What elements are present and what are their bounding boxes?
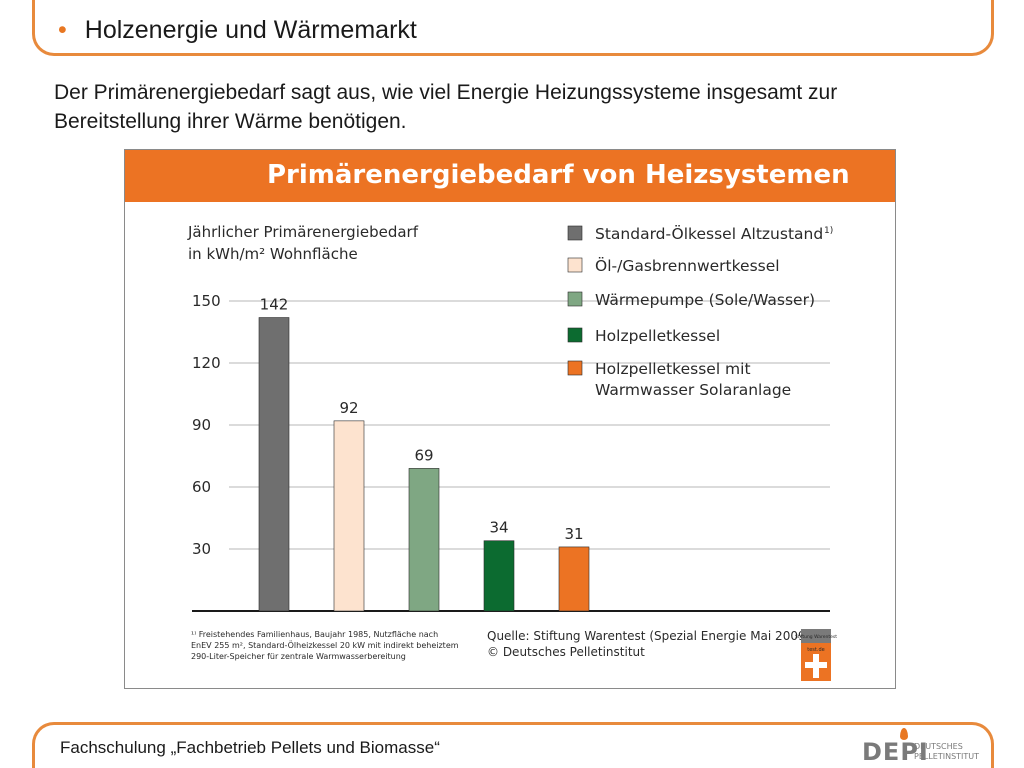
- bar-data-label: 69: [414, 446, 433, 464]
- slide-title: • Holzenergie und Wärmemarkt: [58, 16, 417, 45]
- title-bullet: •: [58, 16, 67, 44]
- footer-frame: [32, 722, 994, 768]
- legend-superscript: 1): [824, 226, 833, 236]
- legend-label: Holzpelletkessel: [595, 327, 720, 345]
- y-tick-label: 150: [192, 292, 221, 310]
- legend-swatch: [567, 327, 583, 343]
- bar-chart: Jährlicher Primärenergiebedarf in kWh/m² …: [187, 223, 837, 681]
- y-axis-label-line: in kWh/m² Wohnfläche: [188, 245, 358, 263]
- y-tick-label: 90: [192, 416, 211, 434]
- source-line: © Deutsches Pelletinstitut: [487, 645, 645, 659]
- bar-data-label: 34: [489, 519, 508, 537]
- legend-swatch: [567, 257, 583, 273]
- depi-logo: DEPI DEUTSCHES PELLETINSTITUT: [860, 728, 979, 766]
- footnote-line: EnEV 255 m², Standard-Ölheizkessel 20 kW…: [191, 640, 459, 650]
- bar: [558, 546, 590, 612]
- badge-bottom-text: test.de: [807, 647, 824, 653]
- logo-sub-line2: PELLETINSTITUT: [914, 752, 980, 761]
- footnote-line: 290-Liter-Speicher für zentrale Warmwass…: [191, 652, 406, 661]
- legend-swatch: [567, 291, 583, 307]
- legend-swatch: [567, 360, 583, 376]
- legend-label: Standard-Ölkessel Altzustand: [595, 224, 823, 243]
- y-axis-label-line: Jährlicher Primärenergiebedarf: [187, 223, 419, 241]
- badge-cross-icon: [805, 654, 827, 678]
- legend-label: Holzpelletkessel mit: [595, 360, 751, 378]
- chart-title: Primärenergiebedarf von Heizsystemen: [267, 160, 850, 190]
- bar: [333, 420, 365, 612]
- bar: [483, 540, 515, 612]
- legend-label: Öl-/Gasbrennwertkessel: [595, 256, 780, 275]
- footer-text: Fachschulung „Fachbetrieb Pellets und Bi…: [60, 738, 440, 757]
- slide-title-text: Holzenergie und Wärmemarkt: [84, 16, 417, 44]
- logo-sub-line1: DEUTSCHES: [914, 742, 963, 751]
- y-tick-label: 30: [192, 540, 211, 558]
- bar-data-label: 31: [564, 525, 583, 543]
- bar: [408, 468, 440, 612]
- chart-title-bar: Primärenergiebedarf von Heizsystemen: [125, 150, 895, 202]
- y-tick-label: 60: [192, 478, 211, 496]
- bar-data-label: 92: [339, 399, 358, 417]
- flame-icon: [900, 728, 908, 740]
- legend-label: Wärmepumpe (Sole/Wasser): [595, 291, 815, 309]
- intro-text: Der Primärenergiebedarf sagt aus, wie vi…: [54, 81, 838, 133]
- bar-data-label: 142: [260, 296, 289, 314]
- legend-swatch: [567, 225, 583, 241]
- legend-label: Warmwasser Solaranlage: [595, 381, 791, 399]
- badge-top-box: [801, 629, 831, 643]
- badge-top-text: Stiftung Warentest: [795, 634, 837, 640]
- bar: [258, 317, 290, 612]
- y-tick-label: 120: [192, 354, 221, 372]
- logo-main-text: DEPI: [862, 738, 929, 766]
- chart-figure: Primärenergiebedarf von Heizsystemen Jäh…: [124, 149, 896, 689]
- title-frame: [32, 0, 994, 56]
- footnote-line: ¹⁾ Freistehendes Familienhaus, Baujahr 1…: [191, 630, 438, 639]
- source-line: Quelle: Stiftung Warentest (Spezial Ener…: [487, 629, 810, 643]
